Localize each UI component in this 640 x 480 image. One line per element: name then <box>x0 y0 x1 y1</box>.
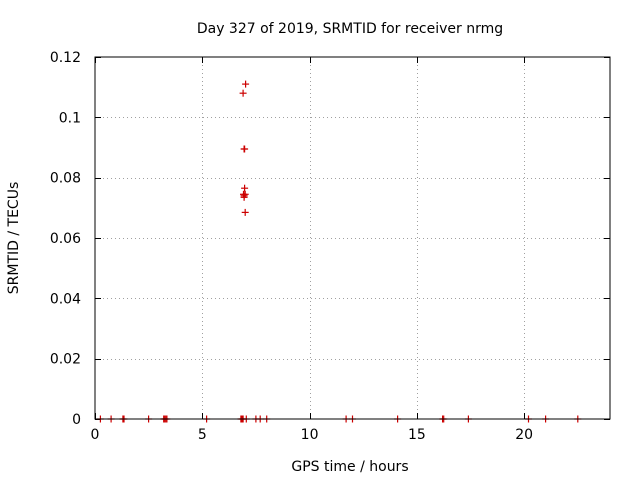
y-tick-label: 0.04 <box>50 291 81 307</box>
y-tick-label: 0.02 <box>50 352 81 368</box>
data-point <box>241 184 249 192</box>
x-tick-label: 15 <box>408 427 426 443</box>
plot-frame <box>94 56 611 420</box>
data-point <box>241 208 249 216</box>
x-axis-label: GPS time / hours <box>291 459 408 475</box>
data-point <box>239 89 247 97</box>
y-tick-label: 0.06 <box>50 231 81 247</box>
y-tick-label: 0.08 <box>50 171 81 187</box>
y-tick-label: 0.1 <box>59 110 81 126</box>
data-point <box>241 190 249 198</box>
x-tick-label: 20 <box>515 427 533 443</box>
y-tick-label: 0 <box>72 412 81 428</box>
y-axis-label: SRMTID / TECUs <box>6 182 22 295</box>
x-tick-label: 5 <box>198 427 207 443</box>
data-point <box>240 193 248 201</box>
data-point <box>242 80 250 88</box>
y-tick-label: 0.12 <box>50 50 81 66</box>
x-tick-label: 0 <box>91 427 100 443</box>
data-point <box>241 145 249 153</box>
x-tick-label: 10 <box>301 427 319 443</box>
axis-ticks: 0 5 10 15 20 0 0.02 0.04 0.06 0.08 0.1 0.12 <box>50 50 610 443</box>
chart-title: Day 327 of 2019, SRMTID for receiver nrm… <box>197 21 503 37</box>
grid <box>95 57 610 419</box>
